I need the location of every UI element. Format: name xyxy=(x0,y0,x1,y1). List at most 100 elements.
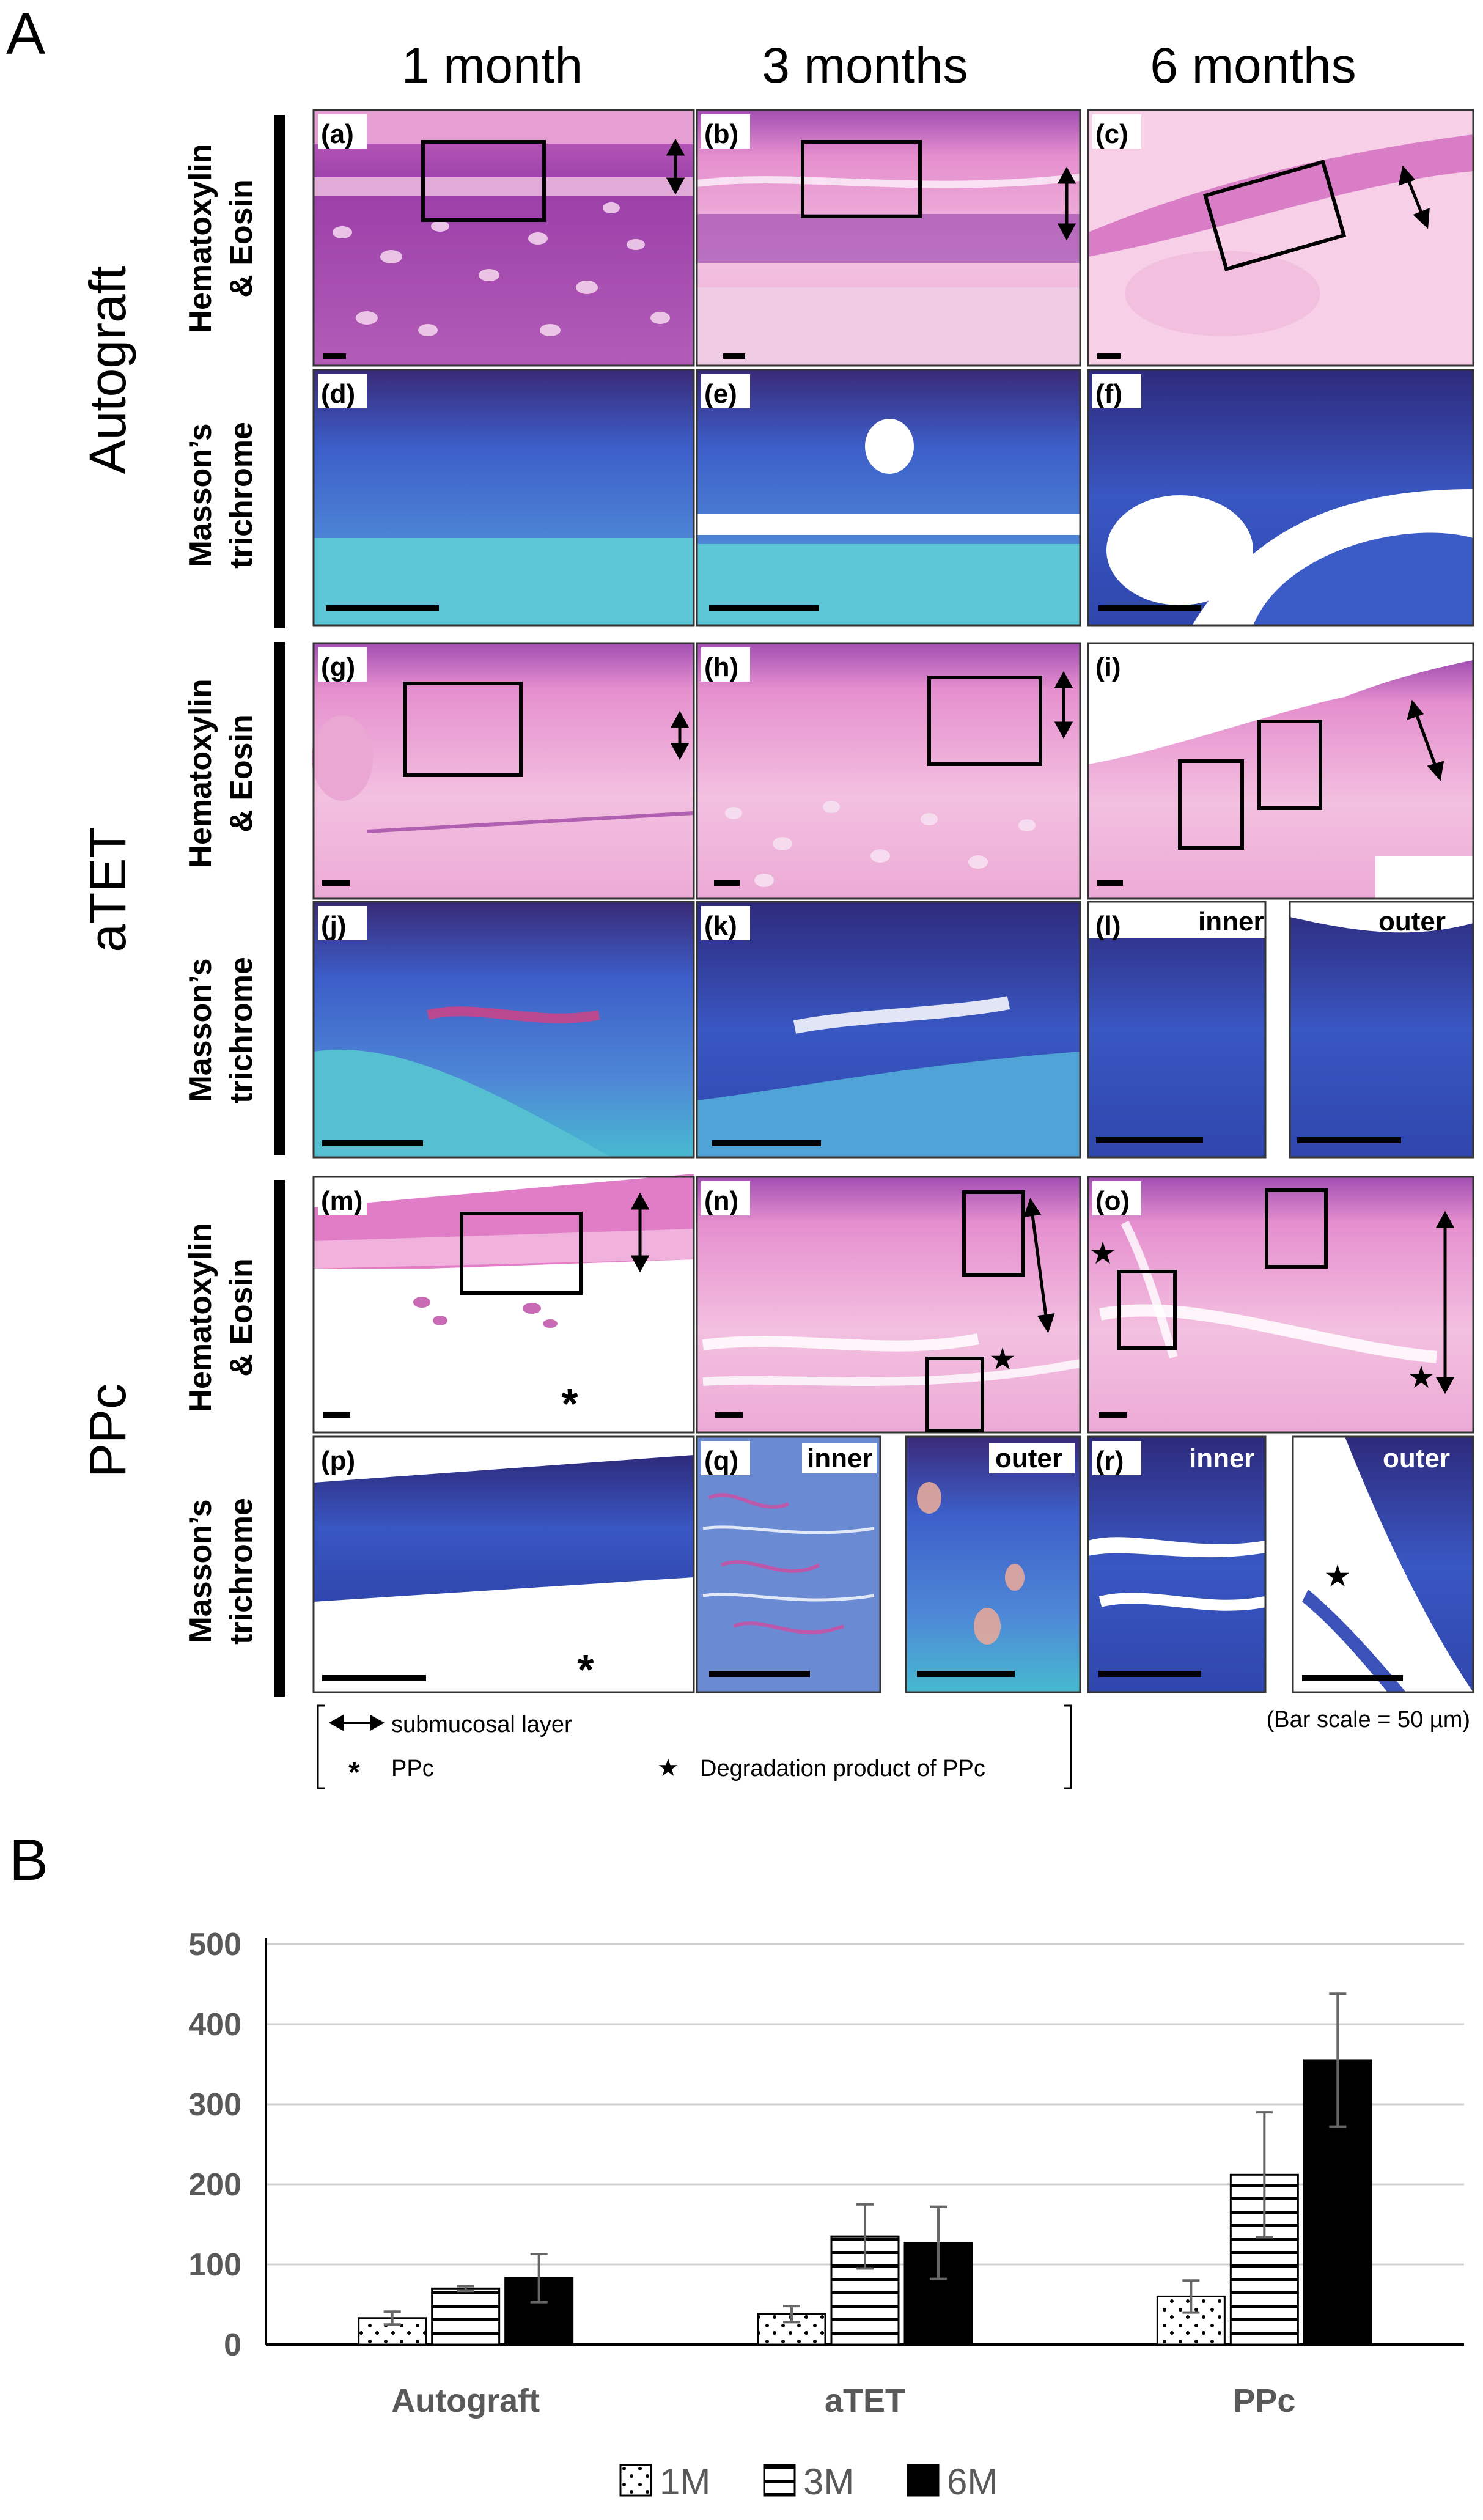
tile-r-inner: (r) inner xyxy=(1087,1435,1267,1693)
group-label-ppc: PPc xyxy=(79,1383,136,1478)
tile-q-outer: outer xyxy=(905,1435,1081,1693)
tile-r-label: (r) xyxy=(1095,1446,1124,1476)
y-tick-label: 400 xyxy=(188,2007,241,2043)
tile-b: (b) xyxy=(696,109,1081,367)
scale-bar xyxy=(322,1140,423,1146)
submucosal-arrow xyxy=(670,710,690,761)
tile-i-label: (i) xyxy=(1095,652,1121,682)
tile-p: (p) * xyxy=(312,1435,695,1693)
stain-label-mt-2: Masson’s xyxy=(183,958,218,1102)
scale-bar xyxy=(709,1671,810,1677)
legend-swatch-1M xyxy=(619,2464,652,2497)
tile-a: (a) xyxy=(312,109,695,367)
stain-label-he-2b: & Eosin xyxy=(224,714,259,833)
tile-h: (h) xyxy=(696,642,1081,900)
tile-g-label: (g) xyxy=(321,652,355,682)
group-bar-ppc xyxy=(274,1180,285,1697)
star-icon: ★ xyxy=(657,1755,679,1781)
tile-i: (i) xyxy=(1087,642,1474,900)
tile-f: (f) xyxy=(1087,369,1474,627)
x-category-label: Autograft xyxy=(391,2382,540,2419)
scale-bar xyxy=(712,1140,821,1146)
scale-bar xyxy=(1098,1671,1201,1677)
scale-bar xyxy=(323,353,346,359)
tile-m: (m) * xyxy=(312,1174,695,1434)
column-header-3-months: 3 months xyxy=(762,38,968,94)
group-bar-autograft xyxy=(274,115,285,628)
inner-label: inner xyxy=(1198,907,1264,937)
double-arrow-icon xyxy=(328,1714,385,1731)
column-header-1-month: 1 month xyxy=(402,38,583,94)
tile-k-label: (k) xyxy=(704,911,737,941)
tile-p-label: (p) xyxy=(321,1446,355,1476)
tile-k: (k) xyxy=(696,901,1081,1159)
roi-box xyxy=(925,1357,984,1432)
scale-bar xyxy=(917,1671,1015,1677)
scale-bar xyxy=(1297,1137,1401,1143)
roi-box xyxy=(927,676,1042,766)
submucosal-arrow xyxy=(1435,1210,1455,1394)
submucosal-arrow xyxy=(1023,1198,1055,1333)
scale-bar xyxy=(709,605,819,611)
ppc-asterisk: * xyxy=(561,1380,578,1428)
submucosal-arrow xyxy=(630,1192,650,1273)
tile-d: (d) xyxy=(312,369,695,627)
tile-c: (c) xyxy=(1087,109,1474,367)
roi-box xyxy=(801,140,922,218)
tile-l-inner: (l) inner xyxy=(1087,901,1267,1159)
stain-label-he-3: Hematoxylin xyxy=(183,1223,218,1412)
legend-degradation: Degradation product of PPc xyxy=(700,1756,985,1781)
y-tick-label: 200 xyxy=(188,2167,241,2203)
outer-label: outer xyxy=(995,1443,1062,1473)
scale-bar xyxy=(323,1412,350,1418)
y-tick-label: 0 xyxy=(224,2327,241,2363)
legend-swatch-6M xyxy=(907,2464,940,2497)
roi-box xyxy=(1257,720,1322,810)
degradation-star: ★ xyxy=(1408,1360,1435,1394)
legend-submucosal: submucosal layer xyxy=(391,1712,572,1737)
stain-label-he-1: Hematoxylin xyxy=(183,144,218,333)
panel-a-label: A xyxy=(6,1,45,67)
panel-b-label: B xyxy=(9,1827,48,1893)
legend-ppc: PPc xyxy=(391,1756,434,1781)
roi-box xyxy=(403,682,523,777)
scale-bar xyxy=(326,605,439,611)
x-category-label: PPc xyxy=(1233,2382,1295,2419)
scale-bar xyxy=(322,880,350,886)
legend-label-1M: 1M xyxy=(660,2461,710,2502)
group-bar-atet xyxy=(274,642,285,1155)
scale-bar xyxy=(723,353,745,359)
tile-f-label: (f) xyxy=(1095,379,1122,409)
column-header-6-months: 6 months xyxy=(1150,38,1356,94)
outer-label: outer xyxy=(1378,907,1446,937)
tile-r-outer: outer ★ xyxy=(1292,1435,1474,1693)
roi-box xyxy=(1178,759,1244,850)
inner-label: inner xyxy=(807,1443,873,1473)
roi-box xyxy=(421,140,546,222)
stain-label-he-1b: & Eosin xyxy=(224,179,259,298)
bar-chart: 0 100 200 300 400 500 Autograft aTET PPc 1M 3M 6M xyxy=(188,1927,1464,2502)
scale-bar xyxy=(1097,353,1121,359)
tile-a-label: (a) xyxy=(321,119,354,149)
scale-bar xyxy=(1096,1137,1203,1143)
submucosal-arrow xyxy=(666,138,685,195)
roi-box xyxy=(460,1212,583,1295)
panel-a: A 1 month 3 months 6 months Autograft aT… xyxy=(6,1,1474,1789)
scale-bar xyxy=(715,1412,743,1418)
bar-3M-Autograft xyxy=(431,2287,501,2346)
tile-o: (o) ★ ★ xyxy=(1087,1176,1474,1434)
tile-l-label: (l) xyxy=(1095,911,1121,941)
submucosal-arrow xyxy=(1398,165,1430,229)
roi-box xyxy=(1265,1188,1328,1269)
x-category-label: aTET xyxy=(825,2382,905,2419)
panel-b: B 0 100 200 300 400 500 Autograft aTET PPc 1M 3M 6M xyxy=(9,1827,1464,2502)
inner-label: inner xyxy=(1189,1443,1255,1473)
y-tick-label: 300 xyxy=(188,2087,241,2123)
scale-bar xyxy=(1098,605,1201,611)
tile-l-outer: outer xyxy=(1289,901,1474,1159)
roi-box xyxy=(962,1190,1025,1277)
tile-q-label: (q) xyxy=(704,1446,738,1476)
stain-label-mt-3: Masson’s xyxy=(183,1499,218,1643)
legend-label-3M: 3M xyxy=(803,2461,854,2502)
symbol-legend: submucosal layer * PPc ★ Degradation pro… xyxy=(317,1704,1072,1789)
